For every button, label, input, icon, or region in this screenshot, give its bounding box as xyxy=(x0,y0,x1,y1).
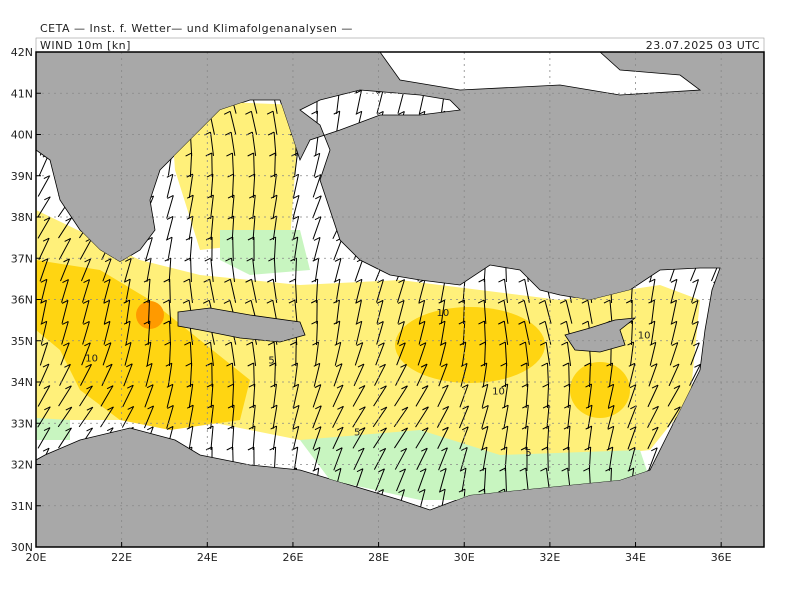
wind-area-10 xyxy=(570,362,630,418)
contour-label: 5 xyxy=(354,428,360,439)
lat-label: 32N xyxy=(11,459,33,472)
source-title: CETA — Inst. f. Wetter— und Klimafolgena… xyxy=(40,22,353,35)
contour-label: 10 xyxy=(85,353,98,364)
lon-label: 22E xyxy=(111,551,132,564)
lat-label: 36N xyxy=(11,294,33,307)
lat-label: 37N xyxy=(11,252,33,265)
contour-label: 10 xyxy=(436,308,449,319)
lat-label: 30N xyxy=(11,541,33,554)
field-title: WIND 10m [kn] xyxy=(40,39,131,52)
lat-label: 31N xyxy=(11,500,33,513)
time-title: 23.07.2025 03 UTC xyxy=(646,39,760,52)
lon-label: 32E xyxy=(539,551,560,564)
lat-label: 34N xyxy=(11,376,33,389)
contour-label: 10 xyxy=(492,386,505,397)
contour-label: 10 xyxy=(638,331,651,342)
wind-barb xyxy=(254,363,255,387)
wind-barb xyxy=(569,363,570,387)
lon-label: 30E xyxy=(454,551,475,564)
lat-label: 40N xyxy=(11,129,33,142)
lat-label: 41N xyxy=(11,87,33,100)
lon-label: 24E xyxy=(197,551,218,564)
contour-label: 5 xyxy=(525,448,531,459)
wind-barb xyxy=(548,447,549,471)
wind-area-10 xyxy=(395,307,545,383)
map: 10 10 5 10 5 5 10 xyxy=(36,48,764,547)
lon-label: 34E xyxy=(625,551,646,564)
contour-label: 5 xyxy=(268,355,274,366)
lat-label: 39N xyxy=(11,170,33,183)
lat-label: 38N xyxy=(11,211,33,224)
lat-label: 33N xyxy=(11,417,33,430)
lon-label: 28E xyxy=(368,551,389,564)
lat-label: 35N xyxy=(11,335,33,348)
lon-label: 26E xyxy=(282,551,303,564)
lon-label: 36E xyxy=(711,551,732,564)
wind-barb xyxy=(254,153,255,177)
lat-label: 42N xyxy=(11,46,33,59)
wind-barb xyxy=(233,237,234,261)
